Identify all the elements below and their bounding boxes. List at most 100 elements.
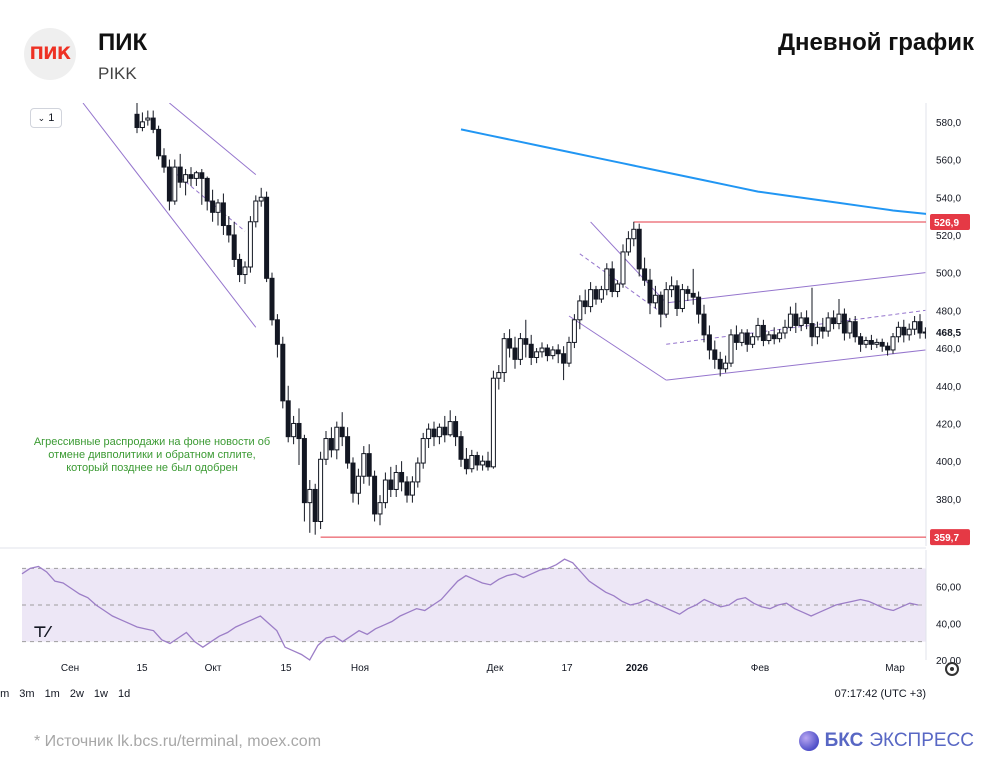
candle-body: [517, 338, 523, 360]
candle-body: [420, 438, 426, 464]
rsi-tick-label: 60,00: [936, 583, 961, 594]
time-tick-label: 15: [280, 663, 292, 674]
candle-body: [523, 338, 529, 345]
candle-body: [885, 345, 891, 351]
candle-body: [301, 438, 307, 504]
candle-body: [355, 475, 361, 494]
candle-body: [593, 289, 599, 300]
candle-body: [291, 422, 297, 438]
timeframe-2w[interactable]: 2w: [69, 688, 84, 700]
brand-text: ЭКСПРЕСС: [869, 730, 974, 751]
candle-body: [285, 400, 291, 438]
candle-body: [242, 266, 248, 276]
candle-body: [150, 117, 156, 130]
candle-body: [728, 334, 734, 364]
candle-body: [215, 202, 221, 213]
candle-body: [712, 349, 718, 360]
candle-body: [912, 321, 918, 330]
candle-body: [582, 300, 588, 308]
candle-body: [334, 426, 340, 451]
candle-body: [382, 479, 388, 504]
candle-body: [717, 358, 723, 370]
level-label-box: [930, 529, 970, 546]
candle-body: [350, 462, 356, 494]
candle-body: [490, 377, 496, 468]
candle-body: [458, 436, 464, 460]
time-tick-label: 2026: [626, 663, 649, 674]
price-tick-label: 460,0: [936, 344, 961, 355]
brand-icon: [798, 731, 819, 751]
candle-body: [226, 225, 232, 236]
candle-body: [220, 202, 226, 227]
candle-body: [777, 332, 783, 340]
candle-body: [436, 426, 442, 438]
time-tick-label: Фев: [751, 663, 769, 674]
candle-body: [134, 113, 140, 129]
tradingview-logo-icon: ⊤⁄: [33, 623, 50, 641]
ma-line: [460, 128, 926, 215]
candle-body: [696, 296, 702, 315]
candle-body: [156, 128, 162, 157]
candle-body: [571, 319, 577, 343]
candle-body: [231, 234, 237, 260]
candle-body: [539, 347, 545, 353]
candle-body: [577, 300, 583, 321]
timeframe-3m[interactable]: 3m: [19, 688, 35, 700]
candle-body: [760, 324, 766, 342]
ticker-code: PIKK: [98, 64, 137, 83]
candle-body: [415, 462, 421, 483]
timeframe-1d[interactable]: 1d: [117, 688, 131, 700]
channel-line: [82, 103, 257, 328]
candle-body: [793, 313, 799, 326]
candle-body: [771, 334, 777, 340]
price-tick-label: 560,0: [936, 156, 961, 167]
candle-body: [901, 326, 907, 336]
interval-button[interactable]: ⌄ 1: [30, 108, 62, 128]
price-tick-label: 400,0: [936, 457, 961, 468]
candle-body: [139, 121, 145, 129]
candle-body: [253, 200, 259, 223]
price-tick-label: 420,0: [936, 419, 961, 430]
timeframe-bar: 6m 3m 1m 2w 1w 1d: [0, 688, 135, 700]
brand-bold: БКС: [824, 730, 864, 751]
ticker-name: ПИК: [98, 29, 148, 56]
timeframe-6m[interactable]: 6m: [0, 688, 10, 700]
candle-body: [496, 372, 502, 379]
candle-body: [674, 285, 680, 309]
candle-body: [804, 317, 810, 325]
timeframe-1m[interactable]: 1m: [44, 688, 60, 700]
candle-body: [323, 438, 329, 460]
candle-body: [474, 455, 480, 466]
candle-body: [598, 289, 604, 300]
candle-body: [706, 334, 712, 351]
candle-body: [318, 458, 324, 522]
gear-icon[interactable]: [945, 662, 959, 676]
time-tick-label: Мар: [885, 663, 905, 674]
candle-body: [663, 289, 669, 315]
candle-body: [339, 426, 345, 438]
candle-body: [528, 343, 534, 358]
candle-body: [204, 177, 210, 202]
candle-body: [280, 343, 286, 402]
candle-body: [733, 334, 739, 343]
price-tick-label: 440,0: [936, 382, 961, 393]
candle-body: [296, 422, 302, 440]
candle-body: [858, 336, 864, 345]
candle-body: [566, 341, 572, 364]
time-tick-label: Окт: [205, 663, 222, 674]
timeframe-1w[interactable]: 1w: [93, 688, 108, 700]
candle-body: [188, 174, 194, 179]
candle-body: [237, 258, 243, 276]
candle-body: [372, 475, 378, 515]
candle-body: [269, 277, 275, 321]
candle-body: [890, 336, 896, 351]
candle-body: [447, 421, 453, 436]
candle-body: [868, 340, 874, 345]
candle-body: [615, 283, 621, 293]
candle-body: [307, 488, 313, 504]
candle-body: [550, 349, 556, 357]
candle-body: [480, 460, 486, 466]
rsi-line: [21, 558, 919, 661]
candle-body: [166, 166, 172, 202]
